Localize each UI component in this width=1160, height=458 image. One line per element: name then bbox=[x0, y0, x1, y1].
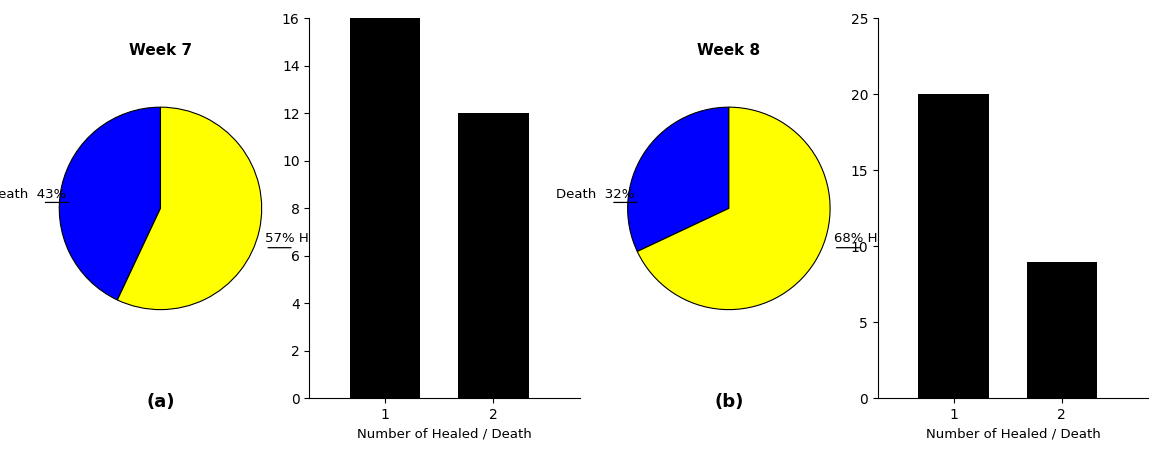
Bar bbox=[1027, 262, 1097, 398]
Text: 57% Healed: 57% Healed bbox=[266, 232, 346, 245]
Text: 68% Healed: 68% Healed bbox=[834, 232, 914, 245]
Bar bbox=[350, 18, 420, 398]
Wedge shape bbox=[117, 107, 262, 310]
Title: Week 7: Week 7 bbox=[129, 44, 193, 58]
Bar bbox=[919, 94, 988, 398]
Text: Death  43%: Death 43% bbox=[0, 188, 66, 201]
Bar bbox=[458, 113, 529, 398]
Text: (b): (b) bbox=[715, 393, 744, 411]
X-axis label: Number of Healed / Death: Number of Healed / Death bbox=[357, 428, 532, 441]
Text: (a): (a) bbox=[146, 393, 175, 411]
Wedge shape bbox=[59, 107, 160, 300]
Text: Death  32%: Death 32% bbox=[556, 188, 635, 201]
Title: Week 8: Week 8 bbox=[697, 44, 761, 58]
X-axis label: Number of Healed / Death: Number of Healed / Death bbox=[926, 428, 1101, 441]
Wedge shape bbox=[637, 107, 831, 310]
Wedge shape bbox=[628, 107, 728, 251]
